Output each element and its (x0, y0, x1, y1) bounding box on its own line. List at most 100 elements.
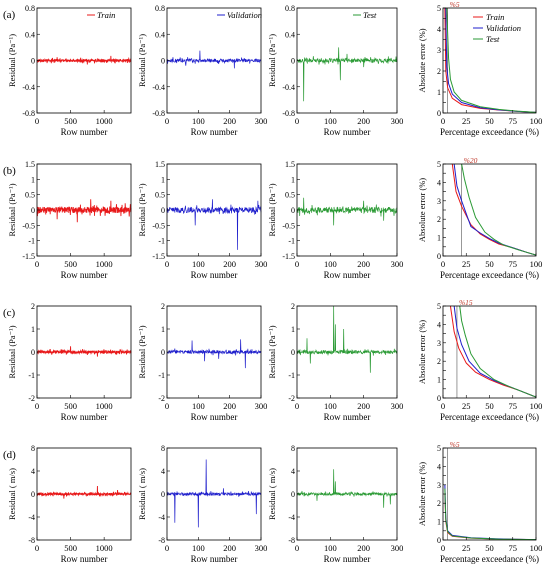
xtick-label: 0 (165, 116, 169, 126)
xtick-label: 0 (441, 401, 445, 411)
xtick-label: 1000 (96, 401, 113, 411)
ytick-label: 0 (31, 206, 35, 215)
ytick-label: 0.4 (155, 30, 165, 39)
ytick-label: 2 (437, 357, 441, 366)
ytick-label: 0 (31, 490, 35, 499)
ytick-label: 5 (437, 4, 441, 13)
panel-label-c: (c) (3, 307, 16, 319)
xtick-label: 1000 (96, 259, 113, 269)
ytick-label: 0.5 (285, 191, 295, 200)
xtick-label: 75 (509, 401, 518, 411)
xtick-label: 200 (357, 401, 370, 411)
ytick-label: 0.4 (25, 30, 35, 39)
xtick-label: 100 (530, 116, 543, 126)
xtick-label: 200 (223, 401, 236, 411)
xtick-label: 75 (509, 116, 518, 126)
ytick-label: 0 (31, 348, 35, 357)
xtick-label: 0 (295, 543, 299, 553)
ytick-label: 0 (161, 348, 165, 357)
residual-line-validation (166, 459, 262, 528)
ytick-label: 0 (291, 490, 295, 499)
ytick-label: -4 (158, 513, 165, 522)
ytick-label: -1.5 (282, 252, 295, 261)
exceedance-line-validation (453, 163, 537, 256)
legend-entry-train: Train (97, 10, 115, 20)
xtick-label: 1000 (96, 116, 113, 126)
xtick-label: 100 (324, 259, 337, 269)
y-axis-label: Absolute error (%) (417, 178, 427, 242)
ytick-label: 2 (437, 499, 441, 508)
x-axis-label: Row number (191, 412, 238, 422)
residual-line-train (36, 485, 132, 499)
ytick-label: 0 (31, 57, 35, 66)
xtick-label: 0 (295, 259, 299, 269)
xtick-label: 300 (391, 116, 404, 126)
y-axis-label: Residual (Pa⁻¹) (267, 325, 277, 378)
xtick-label: 500 (64, 543, 77, 553)
legend-entry-test: Test (486, 34, 500, 44)
ytick-label: 1 (161, 175, 165, 184)
ytick-label: -0.5 (152, 221, 165, 230)
xtick-label: 0 (165, 543, 169, 553)
xtick-label: 200 (357, 116, 370, 126)
xtick-label: 100 (530, 543, 543, 553)
x-axis-label: Row number (191, 127, 238, 137)
ytick-label: -1 (28, 371, 35, 380)
xtick-label: 50 (485, 116, 494, 126)
ytick-label: -8 (158, 536, 165, 545)
xtick-label: 0 (35, 116, 39, 126)
legend-entry-validation: Validation (227, 10, 262, 20)
ytick-label: 1.5 (25, 160, 35, 169)
y-axis-label: Residual (Pa⁻¹) (137, 325, 147, 378)
ytick-label: 2 (31, 302, 35, 311)
xtick-label: 0 (35, 259, 39, 269)
residual-line-test (296, 469, 398, 508)
exceedance-line-test (461, 163, 537, 256)
xtick-label: 0 (35, 543, 39, 553)
x-axis-label: Row number (324, 554, 371, 564)
xtick-label: 1000 (96, 543, 113, 553)
marker-label: %15 (459, 298, 473, 307)
ytick-label: 3 (437, 339, 441, 348)
axes-frame (442, 163, 537, 257)
ytick-label: 4 (437, 178, 441, 187)
xtick-label: 0 (165, 401, 169, 411)
xtick-label: 200 (357, 259, 370, 269)
ytick-label: 4 (31, 467, 35, 476)
xtick-label: 0 (35, 401, 39, 411)
panel-label-b: (b) (3, 165, 16, 177)
xtick-label: 300 (255, 543, 268, 553)
legend-entry-test: Test (363, 10, 377, 20)
xtick-label: 0 (295, 401, 299, 411)
residual-line-test (296, 305, 398, 373)
x-axis-label: Row number (61, 127, 108, 137)
ytick-label: 1 (437, 376, 441, 385)
y-axis-label: Absolute error (%) (417, 320, 427, 384)
ytick-label: 1 (437, 234, 441, 243)
residual-line-validation (166, 339, 262, 369)
xtick-label: 0 (441, 259, 445, 269)
ytick-label: -1 (288, 371, 295, 380)
ytick-label: 3 (437, 46, 441, 55)
ytick-label: 5 (437, 302, 441, 311)
ytick-label: 8 (291, 444, 295, 453)
marker-label: %5 (450, 440, 460, 449)
ytick-label: -0.8 (152, 109, 165, 118)
exceedance-line-test (446, 7, 537, 113)
ytick-label: 0.8 (25, 4, 35, 13)
xtick-label: 200 (223, 116, 236, 126)
ytick-label: 1.5 (155, 160, 165, 169)
exceedance-line-validation (444, 484, 537, 541)
ytick-label: 4 (161, 467, 165, 476)
xtick-label: 100 (324, 401, 337, 411)
xtick-label: 100 (530, 259, 543, 269)
ytick-label: -1.5 (22, 252, 35, 261)
ytick-label: 5 (437, 160, 441, 169)
ytick-label: 3 (437, 481, 441, 490)
x-axis-label: Percentage exceedance (%) (440, 270, 539, 280)
xtick-label: 25 (462, 543, 471, 553)
